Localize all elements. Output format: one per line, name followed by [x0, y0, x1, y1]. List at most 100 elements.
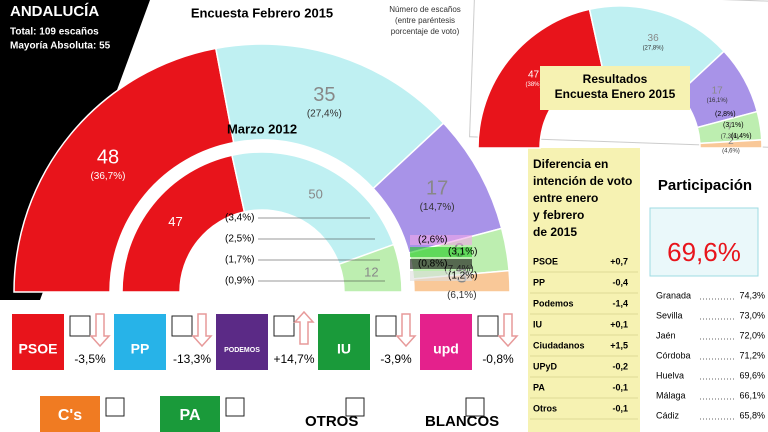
row-name: Ciudadanos	[533, 340, 585, 350]
seat-label: 47	[528, 69, 540, 80]
change-arrow	[395, 313, 417, 348]
change-value: -13,3%	[173, 352, 211, 366]
seat-label: 35	[313, 84, 335, 106]
row-value: -1,4	[612, 298, 628, 308]
province-value: 73,0%	[739, 310, 765, 320]
province: Huelva	[656, 370, 684, 380]
panel-title: de 2015	[533, 225, 577, 239]
change-swatch	[69, 315, 91, 337]
province: Sevilla	[656, 310, 683, 320]
party-logo-text: OTROS	[305, 413, 358, 430]
province-value: 72,0%	[739, 330, 765, 340]
panel-title: y febrero	[533, 208, 584, 222]
row-name: IU	[533, 319, 542, 329]
seat-label: 47	[168, 214, 182, 229]
change-swatch	[225, 397, 245, 417]
change-swatch	[171, 315, 193, 337]
seat-segment	[13, 47, 235, 293]
change-value: +14,7%	[273, 352, 314, 366]
pct-label: (27,8%)	[643, 46, 664, 52]
pct-label: (36,7%)	[90, 171, 125, 182]
row-name: PP	[533, 277, 545, 287]
change-swatch	[345, 397, 365, 417]
row-value: -0,1	[612, 403, 628, 413]
change-value: -0,8%	[482, 352, 514, 366]
party-logo-text: upd	[433, 341, 459, 357]
province: Córdoba	[656, 350, 691, 360]
pct-label: (3,1%)	[723, 122, 744, 129]
row-value: -0,4	[612, 277, 628, 287]
party-logo	[318, 314, 370, 370]
panel-title: entre enero	[533, 191, 598, 205]
party-logo	[160, 396, 220, 432]
pct-label: (27,4%)	[307, 109, 342, 120]
inset-title-box	[540, 66, 690, 110]
change-swatch	[465, 397, 485, 417]
seat-label: 36	[648, 33, 660, 44]
province-value: 69,6%	[739, 370, 765, 380]
row-name: UPyD	[533, 361, 558, 371]
region: ANDALUCÍA	[10, 3, 99, 20]
seat-label: 48	[97, 147, 119, 169]
seat-segment	[214, 43, 445, 190]
others-band	[410, 247, 472, 257]
seat-label: 12	[364, 264, 378, 279]
pct-label: (4,6%)	[722, 148, 740, 154]
chart-title: Encuesta Febrero 2015	[191, 5, 333, 20]
row-name: PSOE	[533, 256, 558, 266]
change-value: -3,5%	[74, 352, 106, 366]
panel-title: intención de voto	[533, 174, 632, 188]
participation-total: 69,6%	[667, 237, 741, 267]
change-swatch	[273, 315, 295, 337]
seat-segment	[699, 139, 763, 149]
change-arrow	[191, 313, 213, 348]
province: Jaén	[656, 330, 676, 340]
row-value: -0,1	[612, 382, 628, 392]
pct-label: (1,4%)	[731, 133, 752, 140]
change-arrow	[293, 310, 315, 345]
majority: Mayoría Absoluta: 55	[10, 41, 111, 52]
pct-label: (2,5%)	[225, 234, 254, 245]
panel-title: Participación	[658, 177, 752, 194]
province: Cádiz	[656, 410, 680, 420]
panel-title: Diferencia en	[533, 157, 608, 171]
note: (entre paréntesis	[395, 16, 455, 25]
pct-label: (7,4%)	[444, 264, 473, 275]
province: Granada	[656, 290, 691, 300]
province-value: 66,1%	[739, 390, 765, 400]
total-seats: Total: 109 escaños	[10, 27, 99, 38]
pct-label: (0,8%)	[418, 259, 447, 270]
province: Málaga	[656, 390, 686, 400]
row-value: +0,1	[610, 319, 628, 329]
change-arrow	[497, 313, 519, 348]
change-swatch	[375, 315, 397, 337]
change-value: -3,9%	[380, 352, 412, 366]
pct-label: (1,7%)	[225, 255, 254, 266]
party-logo	[420, 314, 472, 370]
seat-label: 7	[727, 122, 733, 133]
change-swatch	[477, 315, 499, 337]
pct-label: (2,8%)	[715, 111, 736, 118]
seat-label: 2	[728, 136, 734, 147]
row-name: PA	[533, 382, 545, 392]
row-name: Podemos	[533, 298, 574, 308]
pct-label: (1,2%)	[448, 271, 477, 282]
pct-label: (16,1%)	[707, 98, 728, 104]
note: Número de escaños	[389, 5, 461, 14]
inset-title: Resultados	[583, 72, 648, 86]
chart-title: Marzo 2012	[227, 121, 297, 136]
seat-label: 50	[308, 186, 322, 201]
pct-label: (2,6%)	[418, 235, 447, 246]
row-value: +1,5	[610, 340, 628, 350]
pct-label: (6,1%)	[447, 290, 476, 301]
seat-label: 17	[712, 85, 724, 96]
change-swatch	[105, 397, 125, 417]
party-logo	[40, 396, 100, 432]
row-value: +0,7	[610, 256, 628, 266]
party-logo-text: PA	[179, 407, 200, 424]
party-logo-text: BLANCOS	[425, 413, 499, 430]
others-band	[410, 271, 472, 281]
participation-box	[649, 207, 759, 277]
seat-label: 17	[426, 178, 448, 200]
difference-panel	[528, 148, 640, 432]
